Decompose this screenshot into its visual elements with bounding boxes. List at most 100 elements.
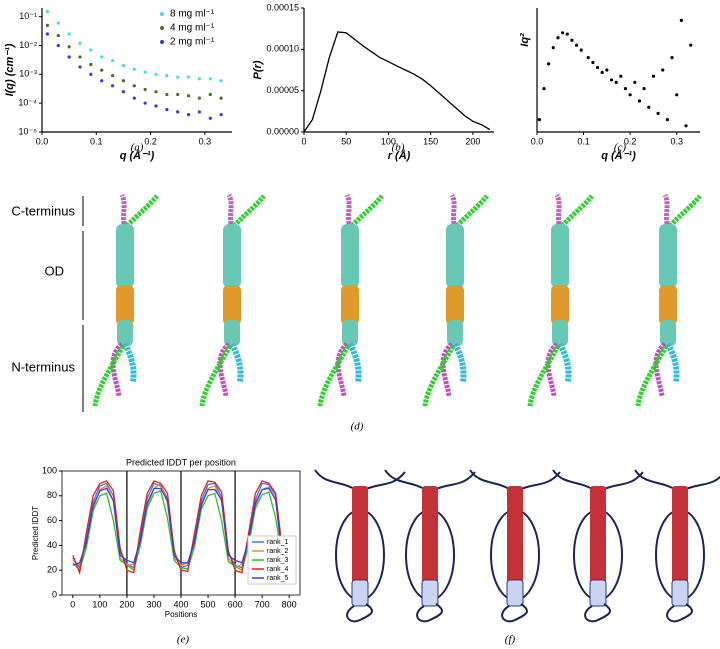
point <box>89 48 93 52</box>
y-tick-label: 0.00015 <box>266 2 299 12</box>
point <box>197 96 202 100</box>
y-tick-label: 10⁻¹ <box>19 11 37 21</box>
point <box>110 58 115 63</box>
point <box>143 70 147 74</box>
structure <box>425 195 487 406</box>
caption: (b) <box>392 142 405 154</box>
legend-label: 4 mg ml⁻¹ <box>170 23 215 34</box>
structure <box>320 195 382 406</box>
y-axis-label: I(q) (cm⁻¹) <box>4 43 16 96</box>
legend-label: rank_5 <box>267 575 289 582</box>
y-axis-label: Predicted lDDT <box>31 506 40 560</box>
y-tick-label: 80 <box>47 490 57 500</box>
point <box>614 80 618 84</box>
x-tick-label: 0.3 <box>670 136 683 146</box>
point <box>574 43 579 47</box>
x-tick-label: 400 <box>173 599 188 609</box>
point <box>110 74 115 78</box>
point <box>642 87 646 91</box>
x-tick-label: 0 <box>70 599 75 609</box>
point <box>186 94 191 98</box>
y-tick-label: 0.00010 <box>266 44 299 54</box>
legend-label: rank_4 <box>267 566 289 573</box>
point <box>665 118 670 122</box>
point <box>551 46 555 50</box>
point <box>675 93 679 97</box>
structure <box>638 195 700 406</box>
x-axis-label: Positions <box>165 610 197 619</box>
legend-label: 8 mg ml⁻¹ <box>170 9 215 20</box>
point <box>45 10 50 14</box>
y-tick-label: 40 <box>47 540 57 550</box>
x-tick-label: 0.3 <box>199 136 212 146</box>
caption: (a) <box>131 142 144 154</box>
point <box>100 68 104 72</box>
x-tick-label: 600 <box>228 599 243 609</box>
legend-marker <box>160 12 164 16</box>
x-tick-label: 0.1 <box>577 136 590 146</box>
x-axis-label: q (Å⁻¹) <box>120 149 155 162</box>
point <box>121 90 126 94</box>
y-tick-label: 10⁻⁵ <box>19 126 38 136</box>
legend-marker <box>160 40 164 44</box>
region-label: C-terminus <box>11 203 75 218</box>
point <box>556 36 560 40</box>
x-tick-label: 800 <box>282 599 297 609</box>
point <box>67 55 71 59</box>
point <box>208 116 212 120</box>
point <box>45 32 50 36</box>
point <box>143 101 147 105</box>
point <box>45 23 50 27</box>
y-tick-label: 20 <box>47 565 57 575</box>
point <box>670 56 674 60</box>
line <box>72 480 290 576</box>
x-tick-label: 500 <box>201 599 216 609</box>
point <box>609 78 614 82</box>
x-axis-label: q (Å⁻¹) <box>601 149 636 162</box>
point <box>78 41 82 45</box>
x-tick-label: 0.0 <box>531 136 544 146</box>
point <box>537 118 541 122</box>
point <box>561 31 565 35</box>
structure <box>552 469 644 623</box>
region-label: N-terminus <box>11 359 75 374</box>
x-tick-label: 300 <box>146 599 161 609</box>
structure <box>202 195 264 406</box>
point <box>633 80 637 84</box>
panel-f: (f) <box>314 469 720 646</box>
point <box>619 74 623 78</box>
caption: (e) <box>177 634 190 646</box>
caption: (c) <box>614 142 627 154</box>
point <box>100 79 104 83</box>
point <box>219 113 223 117</box>
point <box>121 64 126 68</box>
x-axis-label: r (Å) <box>388 149 411 162</box>
point <box>647 105 651 109</box>
point <box>186 75 191 79</box>
x-tick-label: 0 <box>301 136 306 146</box>
point <box>165 74 169 78</box>
point <box>143 87 147 92</box>
y-tick-label: 60 <box>47 515 57 525</box>
point <box>132 67 136 71</box>
chart: 0 100 200 300 400 500 600 700 800 0 20 40 60 80 100 Pre… <box>31 457 301 646</box>
x-tick-label: 0.0 <box>36 136 49 146</box>
point <box>547 62 551 66</box>
chart-title: Predicted lDDT per position <box>126 457 236 467</box>
x-tick-label: 100 <box>92 599 107 609</box>
structure <box>314 469 406 623</box>
point <box>605 68 609 72</box>
point <box>219 79 223 83</box>
point <box>679 18 683 22</box>
point <box>591 60 595 65</box>
x-tick-label: 100 <box>381 136 396 146</box>
point <box>661 68 665 72</box>
y-tick-label: 10⁻⁴ <box>18 98 37 108</box>
point <box>89 72 93 76</box>
x-tick-label: 150 <box>423 136 438 146</box>
y-tick-label: 0.00005 <box>266 85 299 95</box>
x-tick-label: 200 <box>119 599 134 609</box>
point <box>89 62 93 67</box>
x-tick-label: 700 <box>255 599 270 609</box>
